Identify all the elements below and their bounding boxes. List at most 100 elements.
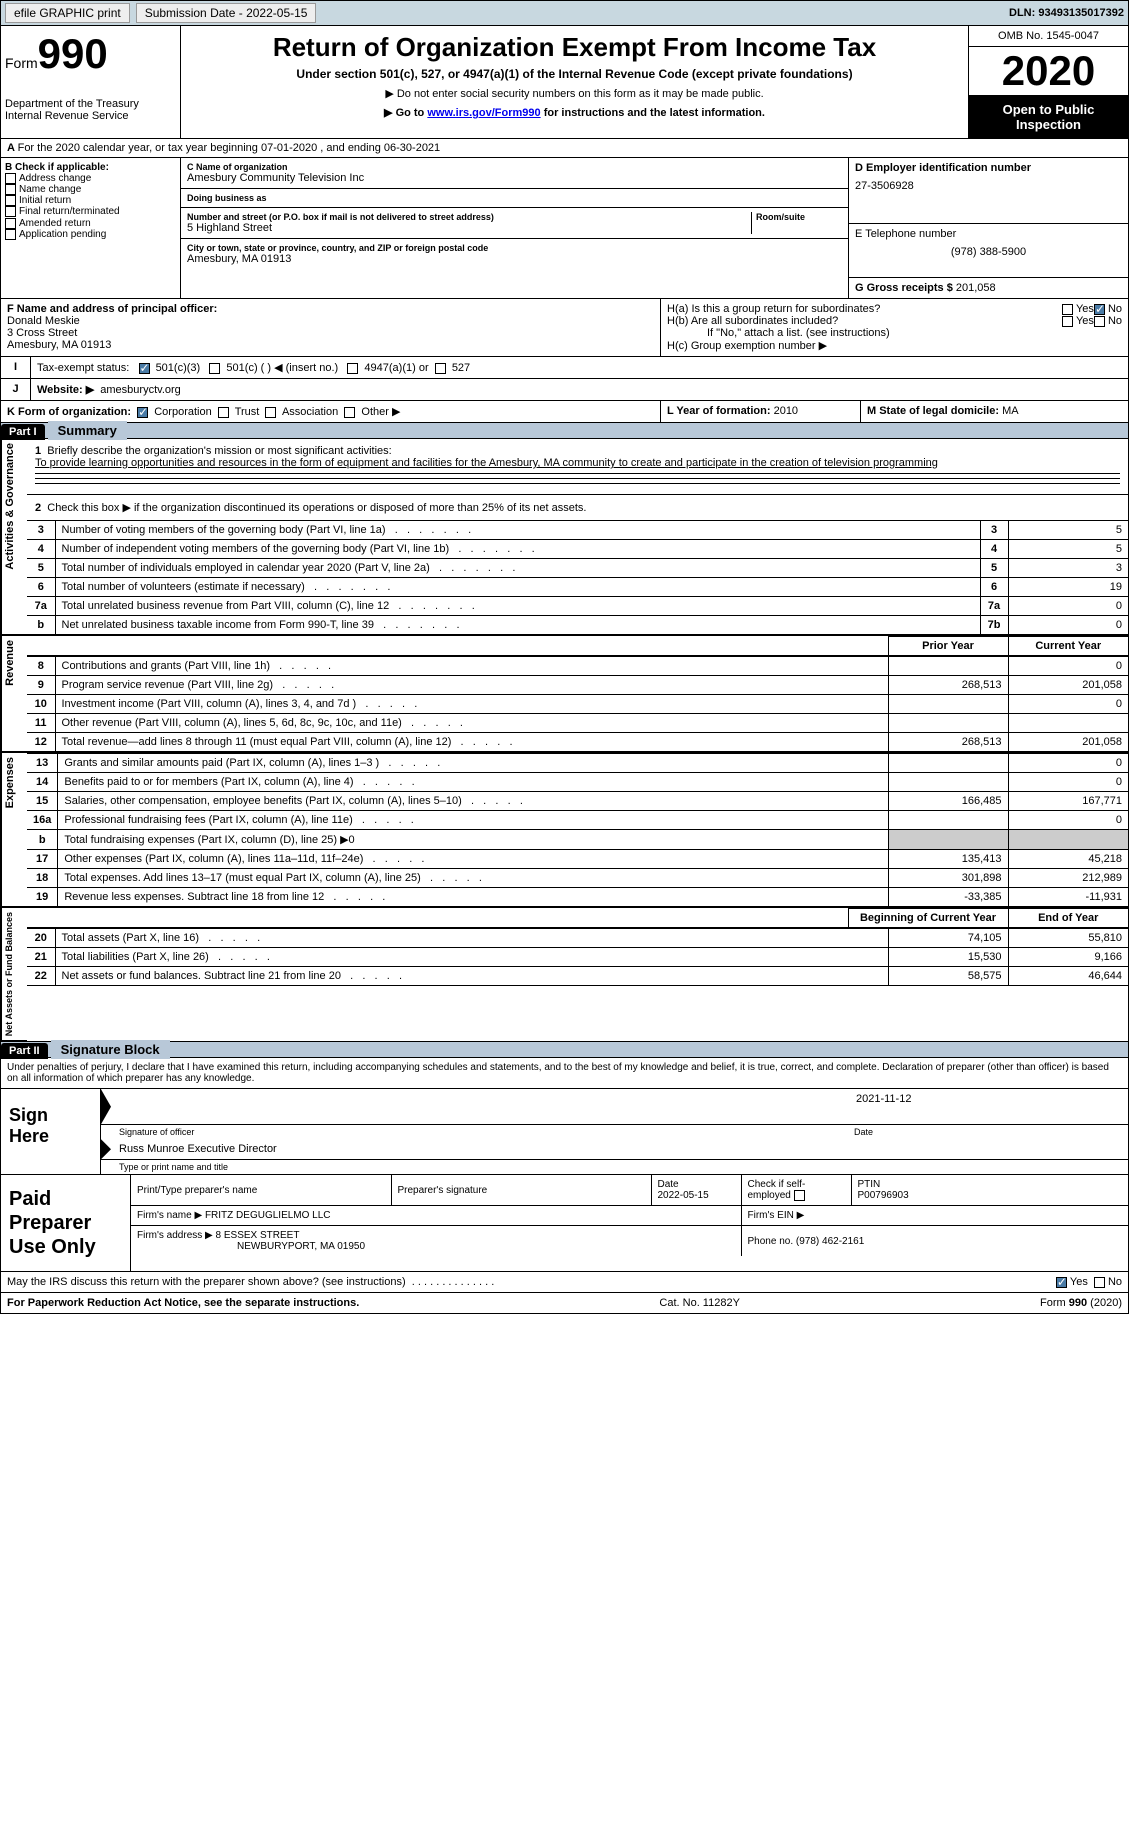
side-netassets: Net Assets or Fund Balances xyxy=(2,908,16,1040)
m-value: MA xyxy=(1002,405,1019,417)
cb-527[interactable] xyxy=(435,363,446,374)
governance-table: 3Number of voting members of the governi… xyxy=(27,520,1128,635)
row-website: J Website: ▶ amesburyctv.org xyxy=(0,379,1129,401)
officer-label: F Name and address of principal officer: xyxy=(7,303,217,315)
firm-addr-label: Firm's address ▶ xyxy=(137,1230,213,1241)
note-goto-pre: ▶ Go to xyxy=(384,107,427,119)
cb-hb-no[interactable] xyxy=(1094,316,1105,327)
irs-link[interactable]: www.irs.gov/Form990 xyxy=(427,107,540,119)
hb-note: If "No," attach a list. (see instruction… xyxy=(667,327,1122,339)
cb-ha-yes[interactable] xyxy=(1062,304,1073,315)
cb-name[interactable] xyxy=(5,184,16,195)
firm-addr: 8 ESSEX STREET xyxy=(216,1230,300,1241)
signer-name-label: Type or print name and title xyxy=(101,1160,1128,1174)
table-row: 7aTotal unrelated business revenue from … xyxy=(27,597,1128,616)
m-label: M State of legal domicile: xyxy=(867,405,999,417)
netassets-table: 20Total assets (Part X, line 16) . . . .… xyxy=(27,928,1128,986)
cb-corp[interactable] xyxy=(137,407,148,418)
firm-ein-label: Firm's EIN ▶ xyxy=(748,1210,805,1221)
sig-officer-label: Signature of officer xyxy=(101,1125,848,1139)
prep-h5v: P00796903 xyxy=(858,1190,1123,1201)
table-row: 20Total assets (Part X, line 16) . . . .… xyxy=(27,929,1128,948)
hb-label: H(b) Are all subordinates included? xyxy=(667,315,1062,327)
part1-header: Part I Summary xyxy=(0,423,1129,439)
side-revenue: Revenue xyxy=(2,636,18,690)
cb-final[interactable] xyxy=(5,206,16,217)
cb-501c3[interactable] xyxy=(139,363,150,374)
note-ssn: ▶ Do not enter social security numbers o… xyxy=(187,87,962,100)
cb-ha-no[interactable] xyxy=(1094,304,1105,315)
prep-h3v: 2022-05-15 xyxy=(658,1190,735,1201)
cb-4947[interactable] xyxy=(347,363,358,374)
part1-title: Summary xyxy=(48,421,127,440)
hc-label: H(c) Group exemption number ▶ xyxy=(667,339,1122,352)
table-row: 9Program service revenue (Part VIII, lin… xyxy=(27,676,1128,695)
signer-name: Russ Munroe Executive Director xyxy=(119,1143,277,1155)
dept-text: Department of the Treasury Internal Reve… xyxy=(5,98,176,122)
table-row: 3Number of voting members of the governi… xyxy=(27,521,1128,540)
efile-button[interactable]: efile GRAPHIC print xyxy=(5,3,130,23)
footer-right: Form 990 (2020) xyxy=(1040,1297,1122,1309)
table-row: 19Revenue less expenses. Subtract line 1… xyxy=(27,888,1128,907)
website-value: amesburyctv.org xyxy=(100,384,181,396)
cb-discuss-no[interactable] xyxy=(1094,1277,1105,1288)
expenses-table: 13Grants and similar amounts paid (Part … xyxy=(27,753,1128,907)
dba-label: Doing business as xyxy=(187,193,842,203)
top-bar: efile GRAPHIC print Submission Date - 20… xyxy=(0,0,1129,26)
firm-city: NEWBURYPORT, MA 01950 xyxy=(137,1241,365,1252)
prep-h2: Preparer's signature xyxy=(398,1185,645,1196)
header-table-byey: Beginning of Current YearEnd of Year xyxy=(27,908,1128,928)
cb-assoc[interactable] xyxy=(265,407,276,418)
l-label: L Year of formation: xyxy=(667,405,771,417)
table-row: 15Salaries, other compensation, employee… xyxy=(27,792,1128,811)
cb-amended[interactable] xyxy=(5,218,16,229)
firm-phone-label: Phone no. xyxy=(748,1236,794,1247)
phone-value: (978) 388-5900 xyxy=(855,246,1122,258)
city-label: City or town, state or province, country… xyxy=(187,243,842,253)
cb-discuss-yes[interactable] xyxy=(1056,1277,1067,1288)
side-activities: Activities & Governance xyxy=(2,439,18,574)
cb-other[interactable] xyxy=(344,407,355,418)
return-title: Return of Organization Exempt From Incom… xyxy=(187,32,962,63)
prep-h1: Print/Type preparer's name xyxy=(137,1185,385,1196)
header-table-pycy: Prior YearCurrent Year xyxy=(27,636,1128,656)
firm-phone: (978) 462-2161 xyxy=(796,1236,864,1247)
cb-address[interactable] xyxy=(5,173,16,184)
table-row: bNet unrelated business taxable income f… xyxy=(27,616,1128,635)
table-row: 11Other revenue (Part VIII, column (A), … xyxy=(27,714,1128,733)
cb-pending[interactable] xyxy=(5,229,16,240)
gross-label: G Gross receipts $ xyxy=(855,282,953,294)
table-row: 12Total revenue—add lines 8 through 11 (… xyxy=(27,733,1128,752)
ein-value: 27-3506928 xyxy=(855,180,1122,192)
return-subtitle: Under section 501(c), 527, or 4947(a)(1)… xyxy=(187,67,962,81)
lbl-other: Other ▶ xyxy=(361,406,400,418)
room-label: Room/suite xyxy=(756,212,842,222)
cb-trust[interactable] xyxy=(218,407,229,418)
form-header: Form990 Department of the Treasury Inter… xyxy=(0,26,1129,139)
opt-initial: Initial return xyxy=(19,195,71,206)
cb-501c[interactable] xyxy=(209,363,220,374)
footer-center: Cat. No. 11282Y xyxy=(659,1297,740,1309)
opt-final: Final return/terminated xyxy=(19,207,120,218)
prep-h3: Date xyxy=(658,1179,735,1190)
lbl-4947: 4947(a)(1) or xyxy=(364,362,428,374)
part2-tab: Part II xyxy=(1,1043,48,1059)
side-expenses: Expenses xyxy=(2,753,18,812)
submission-button[interactable]: Submission Date - 2022-05-15 xyxy=(136,3,317,23)
note-goto-post: for instructions and the latest informat… xyxy=(541,107,765,119)
lbl-501c: 501(c) ( ) ◀ (insert no.) xyxy=(226,362,338,374)
cb-initial[interactable] xyxy=(5,195,16,206)
table-row: 4Number of independent voting members of… xyxy=(27,540,1128,559)
k-label: K Form of organization: xyxy=(7,406,131,418)
cb-self-employed[interactable] xyxy=(794,1190,805,1201)
table-row: 14Benefits paid to or for members (Part … xyxy=(27,773,1128,792)
addr-label: Number and street (or P.O. box if mail i… xyxy=(187,212,747,222)
prep-h5: PTIN xyxy=(858,1179,1123,1190)
tax-status-label: Tax-exempt status: xyxy=(37,362,129,374)
cb-hb-yes[interactable] xyxy=(1062,316,1073,327)
org-name: Amesbury Community Television Inc xyxy=(187,172,842,184)
form-label: Form xyxy=(5,55,38,71)
preparer-title: Paid Preparer Use Only xyxy=(1,1175,131,1271)
discuss-row: May the IRS discuss this return with the… xyxy=(0,1272,1129,1293)
officer-city: Amesbury, MA 01913 xyxy=(7,339,654,351)
